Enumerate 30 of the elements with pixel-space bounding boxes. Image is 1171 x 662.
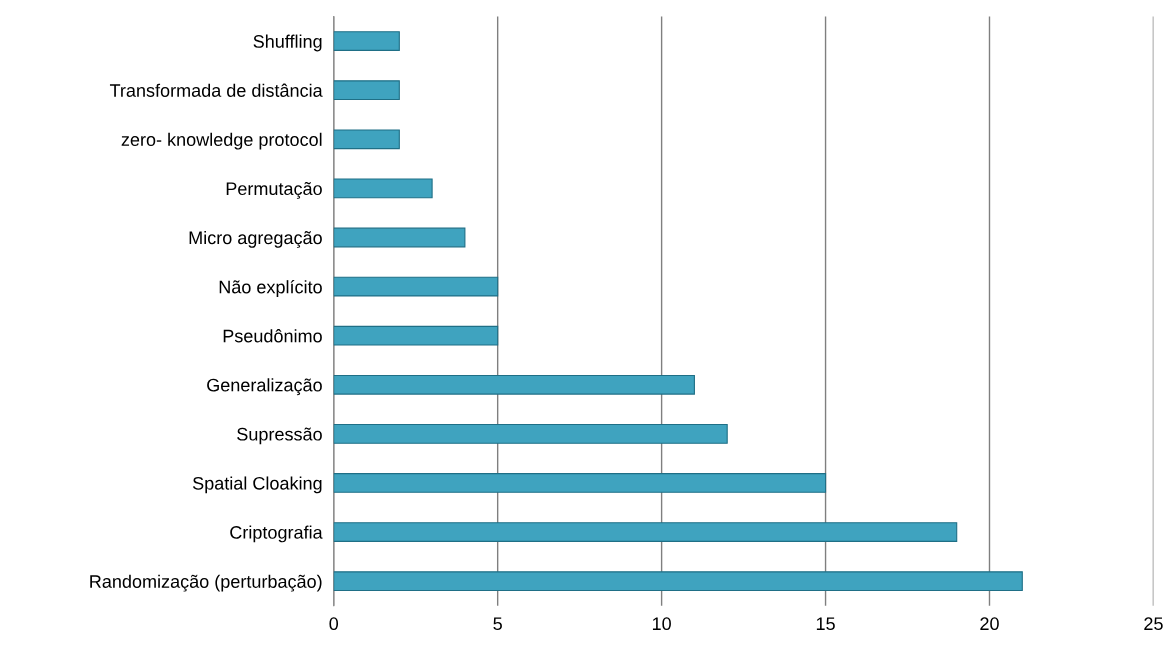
bar (333, 178, 433, 199)
y-tick-label: Pseudônimo (223, 329, 322, 343)
y-tick-label: Shuffling (253, 34, 322, 52)
bar (333, 325, 499, 346)
y-tick-label: Permutação (226, 181, 322, 199)
x-tick-label: 0 (329, 617, 339, 631)
y-tick-label: zero- knowledge protocol (121, 132, 322, 150)
bar (333, 80, 400, 101)
x-tick-label: 20 (980, 617, 999, 631)
bar (333, 473, 827, 493)
y-tick-label: Micro agregação (189, 230, 322, 248)
bar (333, 129, 400, 150)
x-tick-label: 15 (816, 617, 835, 631)
x-tick-label: 25 (1144, 617, 1163, 631)
x-tick-label: 10 (652, 617, 671, 631)
y-tick-label: Não explícito (219, 279, 322, 297)
y-tick-label: Supressão (237, 427, 322, 445)
bar (333, 522, 958, 542)
bar (333, 424, 728, 444)
y-tick-label: Spatial Cloaking (192, 476, 322, 494)
y-tick-label: Randomização (perturbação) (90, 574, 322, 592)
bar (333, 571, 1023, 592)
y-tick-label: Generalização (207, 378, 322, 396)
y-tick-label: Transformada de distância (109, 83, 323, 97)
bar (333, 227, 466, 248)
bar (333, 374, 695, 395)
bar (333, 276, 499, 297)
y-tick-label: Criptografia (230, 525, 323, 543)
bar (333, 31, 400, 51)
x-tick-label: 5 (493, 617, 502, 631)
